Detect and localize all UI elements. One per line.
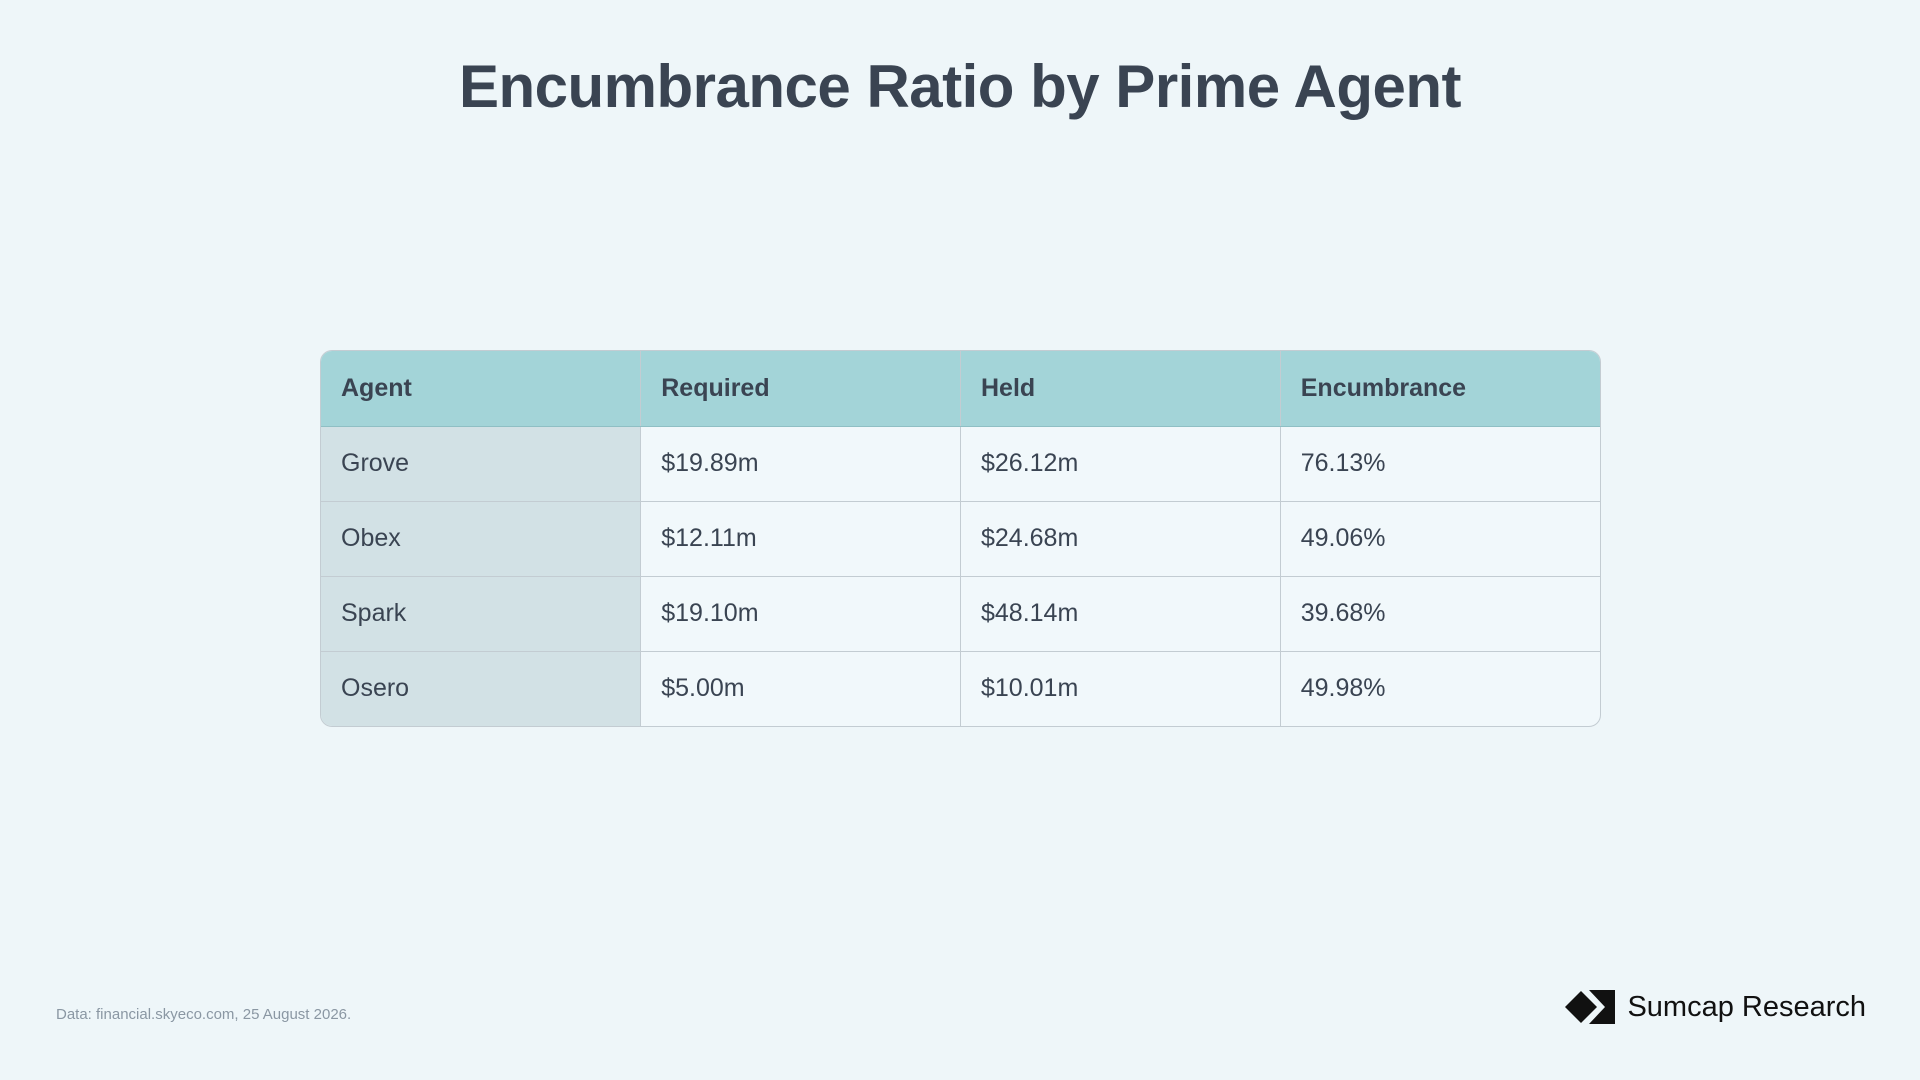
encumbrance-cell: 49.06% xyxy=(1280,501,1600,577)
agent-cell: Obex xyxy=(321,501,642,577)
column-header-agent: Agent xyxy=(321,351,642,427)
data-source-note: Data: financial.skyeco.com, 25 August 20… xyxy=(56,1006,352,1023)
encumbrance-cell: 76.13% xyxy=(1280,426,1600,502)
brand-logo: Sumcap Research xyxy=(1565,988,1866,1026)
held-cell: $48.14m xyxy=(960,576,1281,652)
required-cell: $19.10m xyxy=(640,576,961,652)
data-table: Agent Required Held Encumbrance Grove $1… xyxy=(320,350,1601,727)
sumcap-logo-icon xyxy=(1565,990,1616,1024)
held-cell: $10.01m xyxy=(960,651,1281,726)
agent-cell: Grove xyxy=(321,426,642,502)
column-header-held: Held xyxy=(960,351,1281,427)
agent-cell: Osero xyxy=(321,651,642,726)
table-row: Spark $19.10m $48.14m 39.68% xyxy=(321,576,1600,652)
required-cell: $5.00m xyxy=(640,651,961,726)
column-header-encumbrance: Encumbrance xyxy=(1280,351,1600,427)
brand-name: Sumcap Research xyxy=(1627,990,1866,1023)
table-row: Osero $5.00m $10.01m 49.98% xyxy=(321,651,1600,726)
table-header-row: Agent Required Held Encumbrance xyxy=(321,351,1600,427)
required-cell: $12.11m xyxy=(640,501,961,577)
encumbrance-cell: 49.98% xyxy=(1300,674,1386,703)
encumbrance-cell: 39.68% xyxy=(1280,576,1600,652)
required-cell: $19.89m xyxy=(640,426,961,502)
table-row: Obex $12.11m $24.68m 49.06% xyxy=(321,501,1600,577)
held-cell: $26.12m xyxy=(960,426,1281,502)
column-header-required: Required xyxy=(640,351,961,427)
chart-title: Encumbrance Ratio by Prime Agent xyxy=(458,53,1462,120)
held-cell: $24.68m xyxy=(960,501,1281,577)
agent-cell: Spark xyxy=(321,576,642,652)
table-row: Grove $19.89m $26.12m 76.13% xyxy=(321,426,1600,502)
